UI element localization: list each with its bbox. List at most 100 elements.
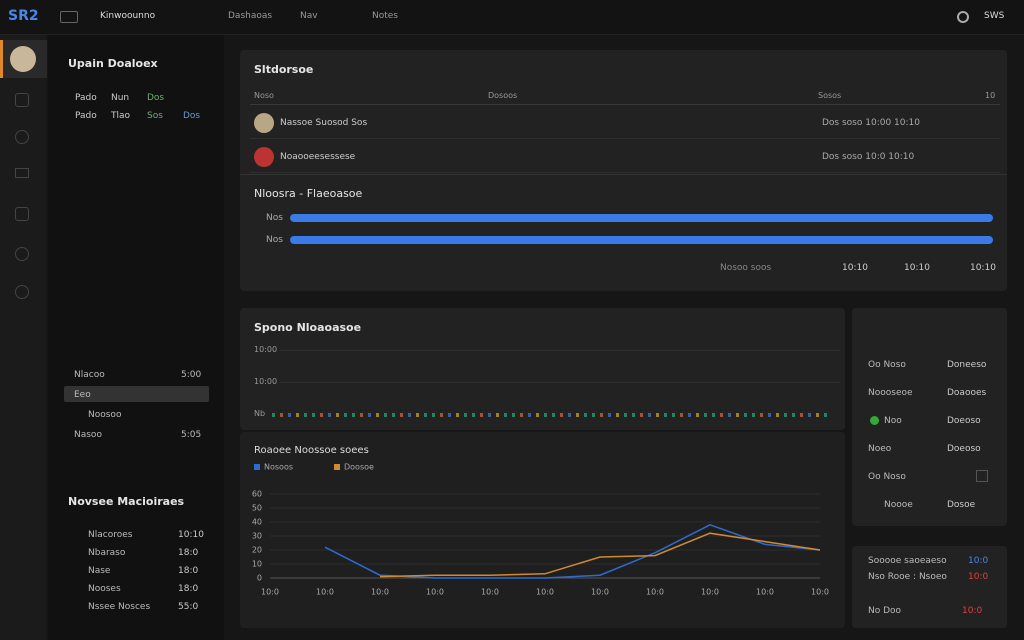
nav-icon[interactable] <box>15 285 29 299</box>
progress-label: Nos <box>266 235 283 245</box>
activity-tick <box>608 413 611 417</box>
row-detail: Dos soso 10:00 10:10 <box>822 118 920 128</box>
activity-tick <box>568 413 571 417</box>
activity-tick <box>560 413 563 417</box>
activity-tick <box>664 413 667 417</box>
y-tick-label: 60 <box>252 490 262 499</box>
left-panel: Upain Doaloex Novsee Macioiraes Pado Nun D… <box>48 35 224 640</box>
activity-tick <box>584 413 587 417</box>
activity-tick <box>760 413 763 417</box>
activity-tick <box>280 413 283 417</box>
activity-tick <box>688 413 691 417</box>
alert-text: 10:0 <box>968 556 989 566</box>
activity-tick <box>512 413 515 417</box>
x-tick-label: 10:0 <box>646 588 664 597</box>
y-tick-label: 50 <box>252 504 262 513</box>
menu-icon[interactable] <box>60 11 78 23</box>
activity-tick <box>440 413 443 417</box>
stat-label: Noooseoe <box>868 388 913 398</box>
list-label[interactable]: Nooses <box>88 584 121 594</box>
nav-icon[interactable] <box>15 93 29 107</box>
alert-text: No Doo <box>868 606 902 616</box>
activity-tick <box>544 413 547 417</box>
logo: SR2 <box>8 8 39 24</box>
table-panel: Sltdorsoe Nloosra - Flaeoasoe Noso Dosoos… <box>240 50 1007 291</box>
activity-tick <box>680 413 683 417</box>
left-item-label[interactable]: Nlacoo <box>74 370 105 380</box>
left-item-label[interactable]: Nasoo <box>74 430 102 440</box>
list-value: 55:0 <box>178 602 199 612</box>
left-item-label[interactable]: Eeo <box>74 390 91 400</box>
left-title: Upain Doaloex <box>68 57 158 70</box>
nav-link[interactable]: Dashaoas <box>228 11 273 21</box>
y-tick-label: 30 <box>252 532 262 541</box>
activity-tick <box>704 413 707 417</box>
activity-tick <box>416 413 419 417</box>
activity-label: 10:00 <box>254 345 278 354</box>
progress-bar <box>290 214 993 222</box>
list-label[interactable]: Nase <box>88 566 111 576</box>
x-tick-label: 10:0 <box>591 588 609 597</box>
y-tick-label: 40 <box>252 518 262 527</box>
activity-tick <box>272 413 275 417</box>
row-divider <box>250 138 1000 139</box>
activity-tick <box>656 413 659 417</box>
activity-tick <box>752 413 755 417</box>
activity-tick <box>408 413 411 417</box>
activity-tick <box>632 413 635 417</box>
activity-tick <box>288 413 291 417</box>
nav-icon[interactable] <box>15 207 29 221</box>
activity-tick <box>480 413 483 417</box>
series-line <box>324 523 821 579</box>
user[interactable]: SWS <box>984 11 1005 21</box>
x-tick-label: 10:0 <box>701 588 719 597</box>
nav-icon[interactable] <box>15 130 29 144</box>
list-label[interactable]: Nbaraso <box>88 548 126 558</box>
stat-label: Noeo <box>868 444 892 454</box>
left-item-value: 5:05 <box>181 430 202 440</box>
activity-tick <box>336 413 339 417</box>
activity-tick <box>720 413 723 417</box>
chart-title: Roaoee Noossoe soees <box>254 445 369 456</box>
stat-value: Doaooes <box>947 388 987 398</box>
activity-tick <box>736 413 739 417</box>
activity-tick <box>696 413 699 417</box>
stats-panel: Oo Noso Doneeso Noooseoe Doaooes Noo Doeoso No… <box>852 308 1007 526</box>
row-name: Noaooeesessese <box>280 152 356 162</box>
list-label[interactable]: Nlacoroes <box>88 530 133 540</box>
activity-tick <box>616 413 619 417</box>
search-icon[interactable] <box>957 11 969 23</box>
left-row-cell: Tlao <box>111 111 131 121</box>
list-label[interactable]: Nssee Nosces <box>88 602 151 612</box>
activity-tick <box>592 413 595 417</box>
nav-icon[interactable] <box>15 168 29 178</box>
activity-tick <box>576 413 579 417</box>
nav-link[interactable]: Nav <box>300 11 318 21</box>
left-item-value: 5:00 <box>181 370 202 380</box>
stat-box <box>976 470 988 482</box>
list-value: 18:0 <box>178 584 199 594</box>
x-tick-label: 10:0 <box>481 588 499 597</box>
activity-tick <box>528 413 531 417</box>
chart-panel: Roaoee Noossoe soees 0 10 20 30 40 50 60 10:0 10… <box>240 432 845 628</box>
nav-icon[interactable] <box>15 247 29 261</box>
list-value: 18:0 <box>178 548 199 558</box>
activity-tick <box>792 413 795 417</box>
left-row-cell: Sos <box>147 111 163 121</box>
table-header <box>250 88 1000 105</box>
nav-link[interactable]: Notes <box>372 11 398 21</box>
row-divider <box>250 172 1000 173</box>
activity-tick <box>800 413 803 417</box>
stat-value: Doeoso <box>947 444 981 454</box>
activity-tick <box>456 413 459 417</box>
left-row-cell: Nun <box>111 93 130 103</box>
progress-bar <box>290 236 993 244</box>
x-tick-label: 10:0 <box>811 588 829 597</box>
x-tick-label: 10:0 <box>426 588 444 597</box>
avatar[interactable] <box>0 40 47 78</box>
activity-tick <box>640 413 643 417</box>
activity-tick <box>424 413 427 417</box>
left-item-label[interactable]: Noosoo <box>88 410 122 420</box>
activity-tick <box>400 413 403 417</box>
avatar-image <box>10 46 36 72</box>
